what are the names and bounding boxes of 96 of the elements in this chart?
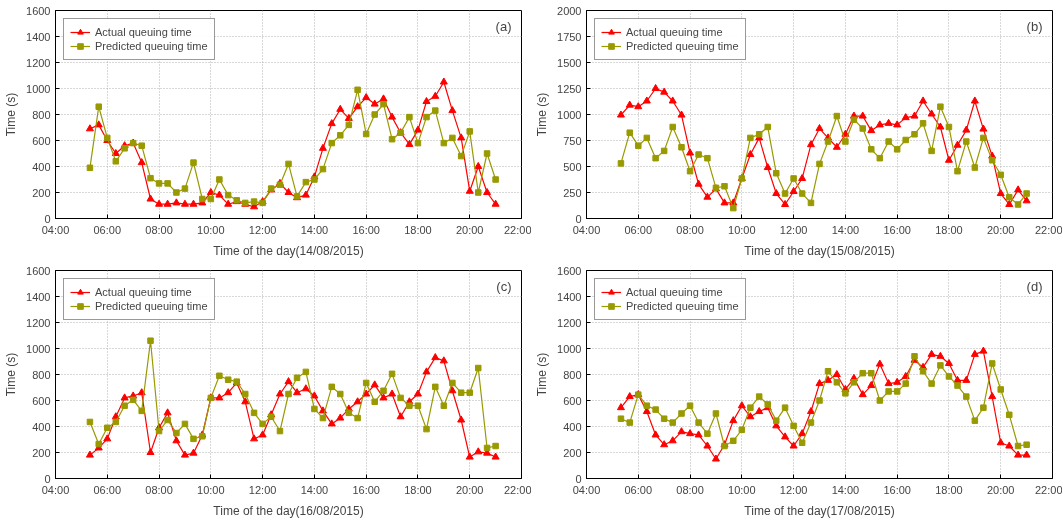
- y-tick-label: 1400: [26, 30, 51, 43]
- x-tick-label: 20:00: [986, 483, 1015, 496]
- x-tick-label: 08:00: [676, 223, 704, 236]
- x-tick-label: 10:00: [728, 223, 756, 236]
- x-tick-label: 18:00: [935, 223, 963, 236]
- x-tick-label: 10:00: [197, 223, 225, 236]
- x-tick-label: 14:00: [831, 483, 860, 496]
- legend-label: Predicted queuing time: [626, 299, 739, 313]
- x-tick-label: 12:00: [248, 223, 277, 236]
- x-tick-label: 22:00: [503, 483, 532, 496]
- y-tick-label: 400: [563, 420, 582, 433]
- y-axis-title: Time (s): [535, 352, 550, 397]
- x-axis-title: Time of the day(15/08/2015): [744, 243, 895, 258]
- legend-label: Actual queuing time: [626, 25, 723, 39]
- x-tick-label: 16:00: [352, 223, 380, 236]
- y-tick-label: 0: [44, 212, 51, 225]
- x-tick-label: 18:00: [404, 483, 432, 496]
- y-axis-title: Time (s): [535, 92, 550, 137]
- y-tick-label: 250: [563, 186, 582, 199]
- x-tick-label: 10:00: [197, 483, 225, 496]
- y-axis-title: Time (s): [4, 92, 19, 137]
- y-tick-label: 1200: [26, 56, 51, 69]
- y-tick-label: 800: [32, 368, 51, 381]
- x-tick-label: 04:00: [572, 483, 601, 496]
- y-tick-label: 1250: [557, 82, 582, 95]
- y-tick-label: 0: [575, 212, 582, 225]
- x-tick-label: 20:00: [986, 223, 1015, 236]
- x-tick-label: 12:00: [779, 223, 808, 236]
- annotation: (c): [496, 278, 512, 294]
- annotation: (b): [1026, 18, 1043, 34]
- x-axis-title: Time of the day(14/08/2015): [213, 243, 364, 258]
- x-tick-label: 22:00: [503, 223, 532, 236]
- y-tick-label: 1000: [26, 342, 51, 355]
- annotation: (d): [1026, 278, 1043, 294]
- y-tick-label: 1750: [557, 30, 582, 43]
- x-tick-label: 22:00: [1034, 483, 1063, 496]
- x-tick-label: 14:00: [300, 483, 329, 496]
- x-tick-label: 10:00: [728, 483, 756, 496]
- y-tick-label: 1600: [26, 4, 51, 17]
- x-tick-label: 14:00: [831, 223, 860, 236]
- y-tick-label: 800: [32, 108, 51, 121]
- x-tick-label: 14:00: [300, 223, 329, 236]
- x-axis-title: Time of the day(17/08/2015): [744, 503, 895, 518]
- x-tick-label: 08:00: [676, 483, 704, 496]
- y-tick-label: 800: [563, 368, 582, 381]
- y-tick-label: 1000: [26, 82, 51, 95]
- x-tick-label: 06:00: [624, 223, 653, 236]
- y-tick-label: 2000: [557, 4, 582, 17]
- x-tick-label: 04:00: [41, 223, 70, 236]
- y-tick-label: 750: [563, 134, 582, 147]
- y-tick-label: 1600: [26, 264, 51, 277]
- y-tick-label: 400: [32, 160, 51, 173]
- x-tick-label: 18:00: [935, 483, 963, 496]
- y-tick-label: 0: [44, 472, 51, 485]
- y-tick-label: 1400: [557, 290, 582, 303]
- x-tick-label: 06:00: [93, 223, 122, 236]
- x-tick-label: 06:00: [624, 483, 653, 496]
- legend-label: Predicted queuing time: [95, 39, 208, 53]
- legend-label: Predicted queuing time: [95, 299, 208, 313]
- x-tick-label: 16:00: [883, 483, 911, 496]
- y-tick-label: 400: [32, 420, 51, 433]
- x-tick-label: 16:00: [352, 483, 380, 496]
- x-tick-label: 08:00: [145, 223, 173, 236]
- y-tick-label: 0: [575, 472, 582, 485]
- y-tick-label: 1500: [557, 56, 582, 69]
- x-tick-label: 20:00: [455, 223, 484, 236]
- x-axis-title: Time of the day(16/08/2015): [213, 503, 364, 518]
- y-tick-label: 1000: [557, 342, 582, 355]
- y-axis-title: Time (s): [4, 352, 19, 397]
- x-tick-label: 18:00: [404, 223, 432, 236]
- y-tick-label: 600: [32, 394, 51, 407]
- y-tick-label: 1600: [557, 264, 582, 277]
- legend-label: Actual queuing time: [95, 25, 192, 39]
- y-tick-label: 200: [563, 446, 582, 459]
- y-tick-label: 1200: [557, 316, 582, 329]
- x-tick-label: 20:00: [455, 483, 484, 496]
- y-tick-label: 1000: [557, 108, 582, 121]
- x-tick-label: 16:00: [883, 223, 911, 236]
- y-tick-label: 200: [32, 446, 51, 459]
- y-tick-label: 600: [563, 394, 582, 407]
- x-tick-label: 12:00: [779, 483, 808, 496]
- legend-label: Actual queuing time: [626, 285, 723, 299]
- y-tick-label: 1200: [26, 316, 51, 329]
- x-tick-label: 22:00: [1034, 223, 1063, 236]
- x-tick-label: 12:00: [248, 483, 277, 496]
- x-tick-label: 08:00: [145, 483, 173, 496]
- legend-label: Predicted queuing time: [626, 39, 739, 53]
- y-tick-label: 500: [563, 160, 582, 173]
- y-tick-label: 600: [32, 134, 51, 147]
- legend-label: Actual queuing time: [95, 285, 192, 299]
- annotation: (a): [495, 18, 512, 34]
- x-tick-label: 04:00: [41, 483, 70, 496]
- y-tick-label: 1400: [26, 290, 51, 303]
- y-tick-label: 200: [32, 186, 51, 199]
- x-tick-label: 06:00: [93, 483, 122, 496]
- x-tick-label: 04:00: [572, 223, 601, 236]
